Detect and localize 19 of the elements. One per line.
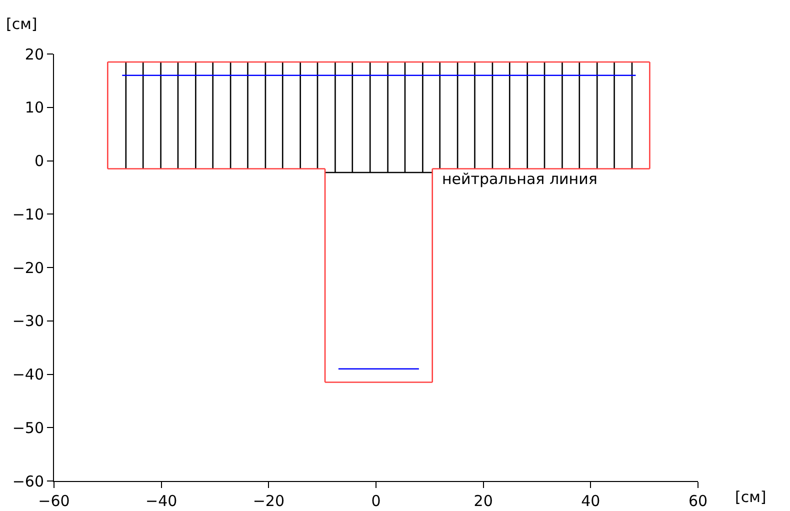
y-tick-label: −60 (12, 472, 44, 490)
y-tick-label: −30 (12, 312, 44, 330)
y-tick-label: −50 (12, 418, 44, 437)
x-tick-label: 40 (581, 492, 600, 510)
y-axis-title: [см] (6, 15, 38, 33)
annotation: нейтральная линия (442, 170, 598, 188)
x-tick-label: 0 (371, 492, 381, 510)
y-tick-label: 0 (34, 152, 44, 170)
x-tick-label: 20 (474, 492, 493, 510)
y-tick-label: 10 (24, 98, 44, 117)
y-tick-label: −20 (12, 258, 44, 277)
y-tick-label: −10 (12, 205, 44, 224)
x-tick-label: 60 (688, 492, 708, 510)
y-tick-label: −40 (12, 366, 44, 384)
x-axis-title: [см] (735, 488, 766, 506)
x-tick-label: −60 (38, 492, 70, 510)
x-tick-label: −40 (146, 492, 178, 510)
y-tick-label: 20 (24, 45, 44, 64)
x-tick-label: −20 (252, 492, 284, 510)
